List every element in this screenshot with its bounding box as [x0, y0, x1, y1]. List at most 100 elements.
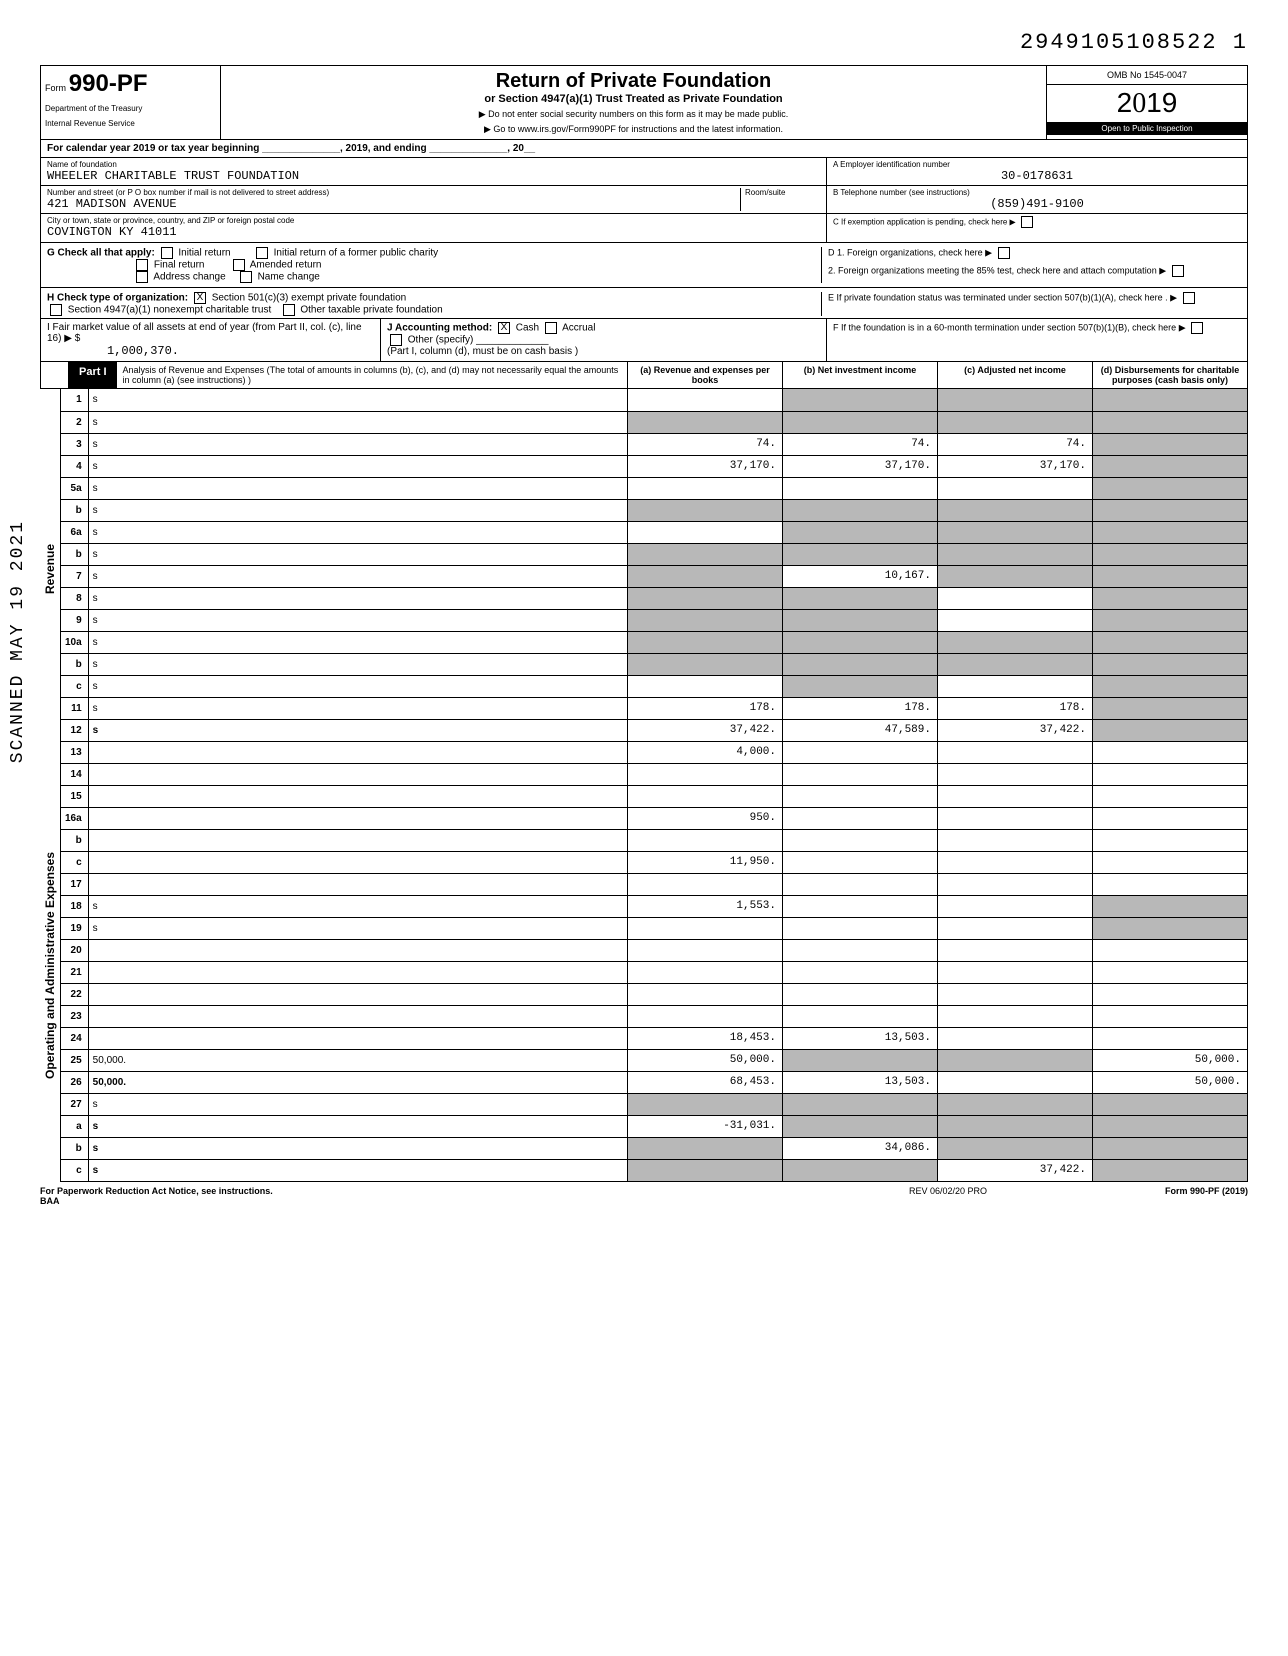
table-row: c11,950. [60, 851, 1247, 873]
row-description [88, 741, 627, 763]
cell-value: 74. [628, 433, 783, 455]
h-4947-checkbox[interactable] [50, 304, 62, 316]
cell-value [1093, 741, 1248, 763]
row-description [88, 1005, 627, 1027]
baa: BAA [40, 1196, 60, 1206]
cell-value: 178. [628, 697, 783, 719]
cell-value [783, 389, 938, 411]
row-number: b [60, 829, 88, 851]
cell-value [783, 741, 938, 763]
cell-value [1093, 939, 1248, 961]
cell-value [938, 785, 1093, 807]
part1-header: Part I Analysis of Revenue and Expenses … [40, 362, 1248, 389]
table-row: 12s37,422.47,589.37,422. [60, 719, 1247, 741]
table-row: 1s [60, 389, 1247, 411]
cell-value [628, 1005, 783, 1027]
table-row: b [60, 829, 1247, 851]
row-number: c [60, 1159, 88, 1181]
ein-label: A Employer identification number [833, 160, 1241, 169]
top-barcode-number: 2949105108522 1 [40, 30, 1248, 55]
row-description: s [88, 477, 627, 499]
row-description: s [88, 719, 627, 741]
j-accrual-checkbox[interactable] [545, 322, 557, 334]
cell-value: 50,000. [1093, 1049, 1248, 1071]
form-title: Return of Private Foundation [229, 70, 1038, 93]
room-label: Room/suite [745, 188, 820, 197]
c-checkbox[interactable] [1021, 216, 1033, 228]
table-row: as-31,031. [60, 1115, 1247, 1137]
cell-value [628, 1093, 783, 1115]
i-label: I Fair market value of all assets at end… [47, 322, 362, 344]
g-opt-initial: Initial return [178, 248, 230, 259]
row-description: s [88, 521, 627, 543]
g-address-checkbox[interactable] [136, 271, 148, 283]
cell-value [1093, 873, 1248, 895]
foundation-city: COVINGTON KY 41011 [47, 225, 820, 239]
j-other-checkbox[interactable] [390, 334, 402, 346]
cell-value: 74. [938, 433, 1093, 455]
cell-value [628, 961, 783, 983]
row-number: 18 [60, 895, 88, 917]
e-checkbox[interactable] [1183, 292, 1195, 304]
g-amended-checkbox[interactable] [233, 259, 245, 271]
cell-value: 4,000. [628, 741, 783, 763]
row-number: 6a [60, 521, 88, 543]
row-description [88, 961, 627, 983]
tax-year: 20201919 [1047, 85, 1247, 122]
omb-number: OMB No 1545-0047 [1047, 66, 1247, 85]
table-row: 2s [60, 411, 1247, 433]
row-description: s [88, 609, 627, 631]
cell-value [783, 1093, 938, 1115]
g-former-checkbox[interactable] [256, 247, 268, 259]
table-row: 22 [60, 983, 1247, 1005]
cell-value [938, 543, 1093, 565]
h-501c3-checkbox[interactable]: X [194, 292, 206, 304]
row-number: 1 [60, 389, 88, 411]
row-description: s [88, 565, 627, 587]
cell-value [628, 543, 783, 565]
g-final-checkbox[interactable] [136, 259, 148, 271]
foundation-address: 421 MADISON AVENUE [47, 197, 740, 211]
cell-value: 68,453. [628, 1071, 783, 1093]
table-row: 13 4,000. [60, 741, 1247, 763]
d1-checkbox[interactable] [998, 247, 1010, 259]
row-description: 50,000. [88, 1071, 627, 1093]
f-label: F If the foundation is in a 60-month ter… [833, 322, 1241, 334]
address-label: Number and street (or P O box number if … [47, 188, 740, 197]
table-row: bs [60, 653, 1247, 675]
cell-value [628, 631, 783, 653]
cell-value [1093, 1093, 1248, 1115]
cell-value [1093, 587, 1248, 609]
h-other-checkbox[interactable] [283, 304, 295, 316]
cell-value [938, 477, 1093, 499]
row-description: s [88, 917, 627, 939]
g-name-checkbox[interactable] [240, 271, 252, 283]
row-number: 13 [60, 741, 88, 763]
cell-value [783, 1049, 938, 1071]
cell-value [938, 631, 1093, 653]
j-cash-checkbox[interactable]: X [498, 322, 510, 334]
cell-value [938, 807, 1093, 829]
city-label: City or town, state or province, country… [47, 216, 820, 225]
f-checkbox[interactable] [1191, 322, 1203, 334]
section-h-row1: H Check type of organization: X Section … [40, 288, 1248, 319]
cell-value [1093, 697, 1248, 719]
cell-value [1093, 543, 1248, 565]
cell-value [783, 1115, 938, 1137]
row-description: 50,000. [88, 1049, 627, 1071]
row-description: s [88, 455, 627, 477]
row-number: 19 [60, 917, 88, 939]
cell-value: 50,000. [628, 1049, 783, 1071]
d2-checkbox[interactable] [1172, 265, 1184, 277]
row-number: 5a [60, 477, 88, 499]
row-description [88, 983, 627, 1005]
cell-value [783, 1005, 938, 1027]
g-initial-checkbox[interactable] [161, 247, 173, 259]
open-inspection: Open to Public Inspection [1047, 122, 1247, 135]
cell-value: 13,503. [783, 1027, 938, 1049]
cell-value [1093, 653, 1248, 675]
table-row: 3s74.74.74. [60, 433, 1247, 455]
cell-value [628, 763, 783, 785]
cell-value [783, 543, 938, 565]
row-description: s [88, 675, 627, 697]
